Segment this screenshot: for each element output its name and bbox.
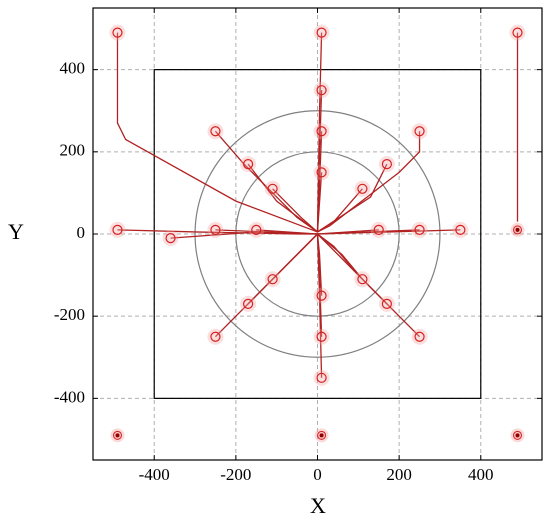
start-point bbox=[267, 274, 278, 285]
start-point bbox=[381, 298, 392, 309]
start-halo bbox=[313, 123, 330, 140]
y-axis-label: Y bbox=[8, 219, 24, 244]
start-point bbox=[112, 27, 123, 38]
x-tick-label: 200 bbox=[386, 465, 412, 484]
start-halo bbox=[313, 287, 330, 304]
start-halo bbox=[354, 271, 371, 288]
range-circle bbox=[194, 110, 441, 358]
start-halo bbox=[509, 24, 526, 41]
trajectory bbox=[317, 233, 421, 338]
y-tick-label: 0 bbox=[77, 223, 86, 242]
start-halo bbox=[378, 156, 395, 173]
trajectory bbox=[214, 233, 318, 338]
start-halo bbox=[313, 24, 330, 41]
stationary-core bbox=[515, 227, 520, 232]
trajectory bbox=[316, 233, 323, 378]
start-point bbox=[357, 183, 368, 194]
start-halo bbox=[354, 180, 371, 197]
x-tick-label: -400 bbox=[139, 465, 170, 484]
start-halo bbox=[411, 123, 428, 140]
trajectory bbox=[317, 229, 461, 235]
start-halo bbox=[109, 24, 126, 41]
stationary-core bbox=[515, 433, 520, 438]
start-halo bbox=[248, 221, 265, 238]
start-point bbox=[316, 85, 327, 96]
trajectory bbox=[256, 229, 318, 235]
start-point bbox=[414, 126, 425, 137]
start-halo bbox=[240, 295, 257, 312]
start-point bbox=[414, 224, 425, 235]
start-halo bbox=[370, 221, 387, 238]
start-halo bbox=[452, 221, 469, 238]
trajectory bbox=[247, 163, 318, 233]
start-point bbox=[210, 331, 221, 342]
start-point bbox=[316, 27, 327, 38]
start-halo bbox=[411, 328, 428, 345]
start-point bbox=[381, 159, 392, 170]
start-point bbox=[414, 331, 425, 342]
start-halo bbox=[207, 221, 224, 238]
start-halo bbox=[207, 123, 224, 140]
x-axis-label: X bbox=[310, 493, 326, 518]
start-point bbox=[251, 224, 262, 235]
start-point bbox=[316, 126, 327, 137]
start-point bbox=[357, 274, 368, 285]
stationary-core bbox=[319, 433, 324, 438]
boundary-square bbox=[153, 69, 482, 399]
y-tick-label: -200 bbox=[54, 305, 85, 324]
trajectory bbox=[116, 32, 318, 233]
start-point bbox=[267, 183, 278, 194]
start-point bbox=[112, 224, 123, 235]
trajectory bbox=[317, 131, 421, 233]
start-halo bbox=[264, 180, 281, 197]
start-halo bbox=[378, 295, 395, 312]
trajectory bbox=[317, 188, 363, 233]
start-point bbox=[316, 372, 327, 383]
start-point bbox=[243, 298, 254, 309]
start-point bbox=[316, 290, 327, 301]
start-halo bbox=[313, 328, 330, 345]
start-point bbox=[165, 233, 176, 244]
start-point bbox=[512, 27, 523, 38]
start-point bbox=[243, 159, 254, 170]
start-point bbox=[210, 224, 221, 235]
start-halo bbox=[411, 221, 428, 238]
trajectory bbox=[272, 188, 318, 233]
start-point bbox=[210, 126, 221, 137]
plot-frame bbox=[92, 7, 543, 461]
trajectory bbox=[316, 172, 323, 232]
stationary-core bbox=[115, 433, 120, 438]
start-point bbox=[455, 224, 466, 235]
y-tick-label: 400 bbox=[60, 59, 86, 78]
start-halo bbox=[240, 156, 257, 173]
start-halo bbox=[162, 230, 179, 247]
x-tick-label: 400 bbox=[468, 465, 494, 484]
start-point bbox=[373, 224, 384, 235]
start-halo bbox=[109, 221, 126, 238]
x-tick-label: -200 bbox=[220, 465, 251, 484]
start-halo bbox=[207, 328, 224, 345]
start-halo bbox=[264, 271, 281, 288]
start-point bbox=[316, 331, 327, 342]
start-halo bbox=[313, 369, 330, 386]
y-tick-label: 200 bbox=[60, 141, 86, 160]
x-tick-label: 0 bbox=[313, 465, 322, 484]
y-tick-label: -400 bbox=[54, 387, 85, 406]
start-halo bbox=[313, 82, 330, 99]
start-point bbox=[316, 167, 327, 178]
start-halo bbox=[313, 164, 330, 181]
